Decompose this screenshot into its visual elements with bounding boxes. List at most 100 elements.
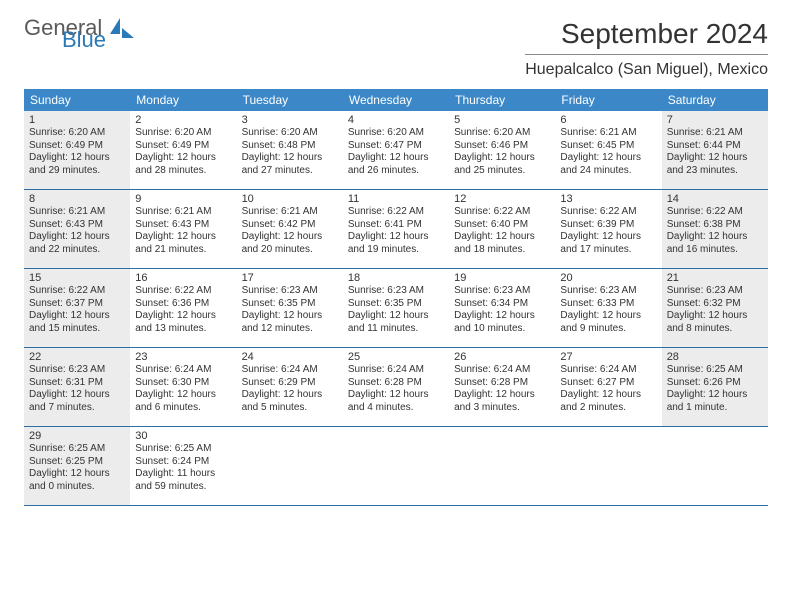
day-info-line: and 18 minutes. [454,244,550,257]
day-cell: 19Sunrise: 6:23 AMSunset: 6:34 PMDayligh… [449,269,555,347]
day-info-line: Sunset: 6:32 PM [667,298,763,311]
day-number: 5 [454,114,550,126]
day-info: Sunrise: 6:23 AMSunset: 6:33 PMDaylight:… [560,285,656,335]
day-cell: 3Sunrise: 6:20 AMSunset: 6:48 PMDaylight… [237,111,343,189]
day-info-line: Sunset: 6:30 PM [135,377,231,390]
week-row: 22Sunrise: 6:23 AMSunset: 6:31 PMDayligh… [24,348,768,427]
day-info-line: and 6 minutes. [135,402,231,415]
day-cell: 2Sunrise: 6:20 AMSunset: 6:49 PMDaylight… [130,111,236,189]
day-info-line: Daylight: 12 hours [454,231,550,244]
day-info-line: Daylight: 11 hours [135,468,231,481]
day-info-line: Sunset: 6:24 PM [135,456,231,469]
day-info-line: Daylight: 12 hours [135,231,231,244]
day-cell: 15Sunrise: 6:22 AMSunset: 6:37 PMDayligh… [24,269,130,347]
day-cell: 12Sunrise: 6:22 AMSunset: 6:40 PMDayligh… [449,190,555,268]
day-info-line: Sunset: 6:48 PM [242,140,338,153]
day-info-line: Sunrise: 6:24 AM [348,364,444,377]
day-number: 1 [29,114,125,126]
day-info-line: Sunrise: 6:23 AM [242,285,338,298]
day-info-line: Daylight: 12 hours [29,468,125,481]
day-cell: 4Sunrise: 6:20 AMSunset: 6:47 PMDaylight… [343,111,449,189]
day-info-line: and 22 minutes. [29,244,125,257]
day-number: 2 [135,114,231,126]
day-info-line: Sunset: 6:29 PM [242,377,338,390]
header: General Blue September 2024 Huepalcalco … [24,18,768,79]
day-info-line: and 12 minutes. [242,323,338,336]
day-cell: 23Sunrise: 6:24 AMSunset: 6:30 PMDayligh… [130,348,236,426]
day-cell: 8Sunrise: 6:21 AMSunset: 6:43 PMDaylight… [24,190,130,268]
day-info-line: and 20 minutes. [242,244,338,257]
day-cell: 21Sunrise: 6:23 AMSunset: 6:32 PMDayligh… [662,269,768,347]
day-info-line: Sunset: 6:34 PM [454,298,550,311]
day-info-line: Sunrise: 6:23 AM [348,285,444,298]
day-cell: 9Sunrise: 6:21 AMSunset: 6:43 PMDaylight… [130,190,236,268]
day-info-line: Sunset: 6:26 PM [667,377,763,390]
day-number: 23 [135,351,231,363]
day-info: Sunrise: 6:24 AMSunset: 6:28 PMDaylight:… [348,364,444,414]
day-info: Sunrise: 6:22 AMSunset: 6:41 PMDaylight:… [348,206,444,256]
day-info: Sunrise: 6:22 AMSunset: 6:40 PMDaylight:… [454,206,550,256]
day-info-line: Daylight: 12 hours [667,231,763,244]
day-cell: 13Sunrise: 6:22 AMSunset: 6:39 PMDayligh… [555,190,661,268]
day-info-line: Sunrise: 6:21 AM [242,206,338,219]
day-number: 26 [454,351,550,363]
day-info: Sunrise: 6:21 AMSunset: 6:44 PMDaylight:… [667,127,763,177]
day-info-line: Sunset: 6:43 PM [29,219,125,232]
day-info-line: Sunrise: 6:23 AM [29,364,125,377]
day-info: Sunrise: 6:21 AMSunset: 6:43 PMDaylight:… [29,206,125,256]
week-row: 8Sunrise: 6:21 AMSunset: 6:43 PMDaylight… [24,190,768,269]
day-info-line: and 10 minutes. [454,323,550,336]
weekday-header: Saturday [662,89,768,111]
day-info-line: and 27 minutes. [242,165,338,178]
day-info-line: Daylight: 12 hours [29,152,125,165]
day-info-line: and 24 minutes. [560,165,656,178]
day-info-line: Daylight: 12 hours [29,389,125,402]
day-info: Sunrise: 6:24 AMSunset: 6:28 PMDaylight:… [454,364,550,414]
day-info: Sunrise: 6:20 AMSunset: 6:49 PMDaylight:… [29,127,125,177]
day-info-line: Sunrise: 6:21 AM [29,206,125,219]
day-info-line: Daylight: 12 hours [667,152,763,165]
week-row: 15Sunrise: 6:22 AMSunset: 6:37 PMDayligh… [24,269,768,348]
day-info: Sunrise: 6:20 AMSunset: 6:49 PMDaylight:… [135,127,231,177]
day-info-line: Sunset: 6:37 PM [29,298,125,311]
day-info-line: Sunset: 6:43 PM [135,219,231,232]
day-number: 18 [348,272,444,284]
day-number: 21 [667,272,763,284]
location: Huepalcalco (San Miguel), Mexico [525,61,768,79]
day-info-line: and 0 minutes. [29,481,125,494]
day-cell: 26Sunrise: 6:24 AMSunset: 6:28 PMDayligh… [449,348,555,426]
day-info-line: Sunset: 6:46 PM [454,140,550,153]
day-info-line: and 11 minutes. [348,323,444,336]
day-cell: 1Sunrise: 6:20 AMSunset: 6:49 PMDaylight… [24,111,130,189]
day-info-line: Daylight: 12 hours [348,152,444,165]
day-number: 14 [667,193,763,205]
day-info-line: Sunset: 6:31 PM [29,377,125,390]
day-number: 27 [560,351,656,363]
day-number: 17 [242,272,338,284]
weekday-header: Monday [130,89,236,111]
day-number: 7 [667,114,763,126]
day-info-line: Daylight: 12 hours [454,152,550,165]
day-info-line: Sunrise: 6:21 AM [560,127,656,140]
day-info-line: and 17 minutes. [560,244,656,257]
day-info-line: Daylight: 12 hours [29,310,125,323]
day-info-line: Sunrise: 6:20 AM [348,127,444,140]
day-info-line: Sunrise: 6:23 AM [667,285,763,298]
day-info-line: and 8 minutes. [667,323,763,336]
day-info-line: and 26 minutes. [348,165,444,178]
day-info: Sunrise: 6:21 AMSunset: 6:42 PMDaylight:… [242,206,338,256]
day-info-line: and 59 minutes. [135,481,231,494]
day-info-line: Sunset: 6:49 PM [29,140,125,153]
month-title: September 2024 [525,18,768,55]
day-info-line: and 3 minutes. [454,402,550,415]
day-info-line: Sunrise: 6:22 AM [667,206,763,219]
day-number: 24 [242,351,338,363]
weekday-header: Friday [555,89,661,111]
day-info: Sunrise: 6:20 AMSunset: 6:48 PMDaylight:… [242,127,338,177]
day-cell: 5Sunrise: 6:20 AMSunset: 6:46 PMDaylight… [449,111,555,189]
day-cell: 24Sunrise: 6:24 AMSunset: 6:29 PMDayligh… [237,348,343,426]
day-number: 12 [454,193,550,205]
day-info: Sunrise: 6:25 AMSunset: 6:25 PMDaylight:… [29,443,125,493]
calendar: SundayMondayTuesdayWednesdayThursdayFrid… [24,89,768,506]
day-info-line: Daylight: 12 hours [454,310,550,323]
